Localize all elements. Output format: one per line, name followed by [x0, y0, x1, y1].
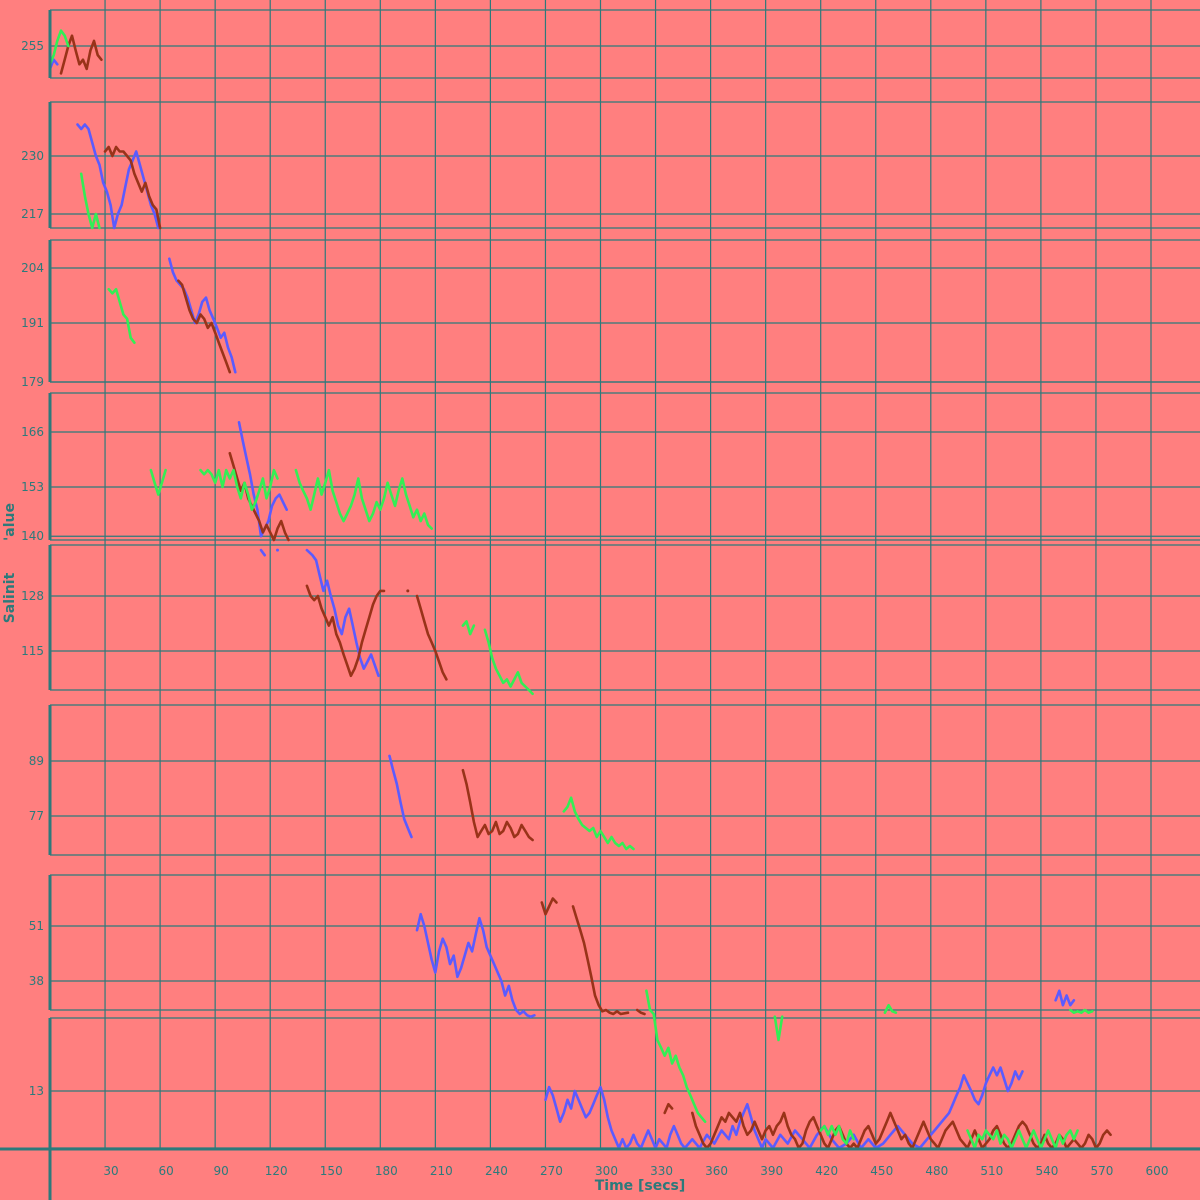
- y-tick-label: 13: [29, 1084, 44, 1098]
- y-tick-label: 255: [21, 39, 44, 53]
- x-tick-label: 180: [375, 1164, 398, 1178]
- x-tick-label: 540: [1035, 1164, 1058, 1178]
- series-1-line: [415, 912, 536, 1019]
- x-tick-label: 390: [760, 1164, 783, 1178]
- series-2-line: [177, 279, 232, 374]
- series-3-line: [819, 1124, 856, 1145]
- series-2-line: [415, 594, 448, 681]
- series-2-line: [305, 584, 386, 678]
- series-1-line: [168, 257, 237, 374]
- x-tick-label: 300: [595, 1164, 618, 1178]
- x-tick-label: 330: [650, 1164, 673, 1178]
- axes: [0, 10, 1200, 1200]
- series-2-line: [663, 1102, 674, 1115]
- y-tick-label: 38: [29, 974, 44, 988]
- series-3-line: [483, 628, 534, 696]
- tick-labels: 255 230 217 204 191 179 166 153 140 128 115 89 77 51 3…: [21, 39, 1168, 1178]
- series-1-point: [276, 548, 279, 552]
- x-tick-label: 600: [1146, 1164, 1169, 1178]
- series-3-line: [107, 287, 136, 345]
- series-2-line: [571, 905, 630, 1016]
- y-axis-title-fragment: 'alue: [2, 503, 18, 541]
- series-3-line: [773, 1015, 784, 1042]
- y-tick-label: 166: [21, 425, 44, 439]
- series-2-line: [635, 1008, 646, 1016]
- series-2-line: [690, 1111, 1112, 1150]
- x-tick-label: 60: [158, 1164, 173, 1178]
- y-tick-label: 191: [21, 316, 44, 330]
- series-3-line: [645, 989, 707, 1123]
- y-tick-label: 51: [29, 919, 44, 933]
- series-2-line: [461, 768, 534, 842]
- series-3-line: [199, 468, 279, 512]
- series-1-line: [388, 754, 413, 839]
- y-tick-label: 89: [29, 754, 44, 768]
- series-2-line: [103, 145, 162, 230]
- series-3-line: [149, 468, 167, 496]
- x-tick-label: 240: [485, 1164, 508, 1178]
- series-3-line: [966, 1129, 1079, 1150]
- y-tick-label: 77: [29, 809, 44, 823]
- y-tick-label: 204: [21, 261, 44, 275]
- series-lines: [48, 29, 1112, 1150]
- series-3-line: [48, 29, 70, 66]
- y-tick-label: 140: [21, 529, 44, 543]
- series-3-line: [461, 620, 476, 636]
- x-tick-label: 510: [980, 1164, 1003, 1178]
- series-2-line: [59, 34, 103, 75]
- x-tick-label: 150: [320, 1164, 343, 1178]
- series-2-line: [228, 451, 290, 542]
- x-tick-label: 450: [870, 1164, 893, 1178]
- x-tick-label: 210: [430, 1164, 453, 1178]
- x-tick-label: 120: [265, 1164, 288, 1178]
- series-1-line: [305, 548, 380, 678]
- x-tick-label: 30: [103, 1164, 118, 1178]
- series-2-point: [406, 589, 410, 593]
- y-tick-label: 153: [21, 480, 44, 494]
- series-1-line: [544, 1066, 1024, 1150]
- x-tick-label: 480: [925, 1164, 948, 1178]
- series-1-line: [1054, 989, 1076, 1007]
- series-3-line: [294, 468, 434, 530]
- y-axis-title: Salinit: [2, 572, 18, 623]
- series-2-line: [540, 897, 558, 916]
- y-tick-label: 230: [21, 149, 44, 163]
- y-tick-label: 217: [21, 207, 44, 221]
- x-tick-label: 360: [705, 1164, 728, 1178]
- x-tick-label: 570: [1090, 1164, 1113, 1178]
- y-tick-label: 179: [21, 375, 44, 389]
- x-tick-label: 90: [214, 1164, 229, 1178]
- series-3-line: [79, 172, 101, 230]
- x-tick-label: 420: [815, 1164, 838, 1178]
- y-tick-label: 128: [21, 589, 44, 603]
- series-3-line: [1069, 1008, 1094, 1015]
- y-tick-label: 115: [21, 644, 44, 658]
- series-3-line: [562, 796, 635, 851]
- x-axis-title: Time [secs]: [595, 1178, 686, 1194]
- series-3-line: [883, 1003, 898, 1015]
- series-1-line: [259, 548, 267, 557]
- x-tick-label: 270: [540, 1164, 563, 1178]
